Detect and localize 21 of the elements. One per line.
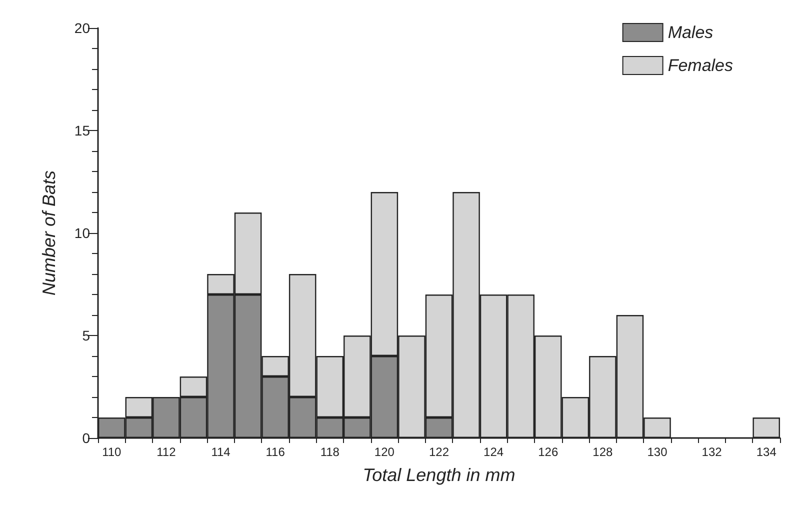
x-axis-title: Total Length in mm — [362, 465, 516, 485]
x-tick-label: 122 — [428, 445, 450, 459]
legend-label: Females — [668, 56, 734, 75]
x-tick-label: 124 — [484, 445, 504, 459]
y-axis-title: Number of Bats — [39, 170, 59, 296]
y-tick-label: 10 — [74, 225, 90, 241]
y-tick-label: 20 — [74, 20, 90, 36]
x-tick-label: 126 — [538, 445, 558, 459]
x-tick-label: 112 — [156, 445, 176, 459]
x-tick-label: 114 — [211, 445, 231, 459]
x-tick-label: 132 — [702, 445, 722, 459]
x-tick-label: 130 — [647, 445, 668, 459]
y-tick-label: 15 — [74, 122, 90, 138]
x-tick-label: 110 — [102, 445, 122, 459]
legend-label: Males — [668, 23, 714, 42]
x-tick-label: 134 — [756, 445, 777, 459]
y-tick-label: 5 — [82, 328, 90, 344]
x-tick-label: 120 — [374, 445, 395, 459]
x-tick-label: 116 — [266, 445, 286, 459]
x-tick-label: 118 — [320, 445, 340, 459]
x-tick-label: 128 — [592, 445, 614, 459]
